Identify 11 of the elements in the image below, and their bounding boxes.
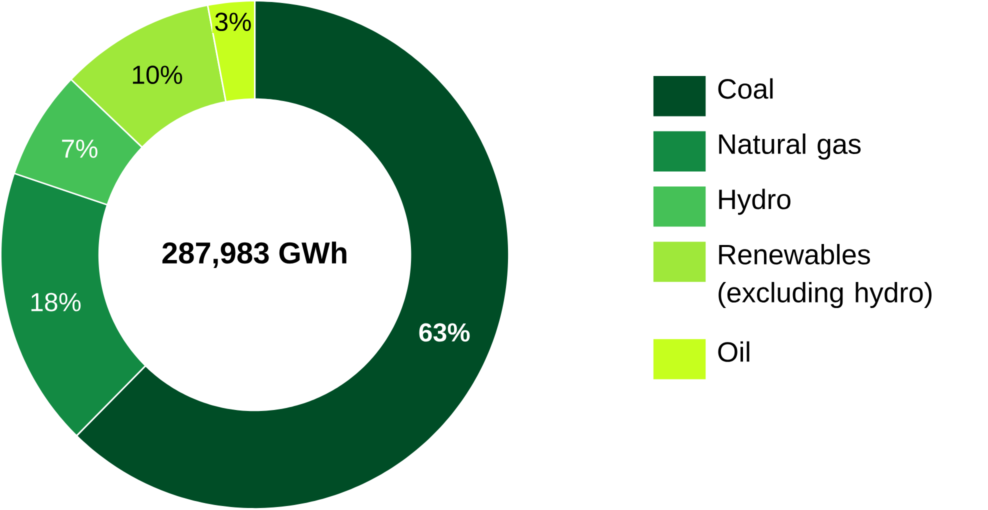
data-label: 10% [132,66,182,84]
data-label: 18% [31,293,81,312]
legend-label: Renewables (excluding hydro) [718,244,932,308]
legend-label: Natural gas [719,134,861,160]
legend-label: Hydro [719,188,790,216]
data-label: 63% [419,323,470,342]
data-label: 7% [62,140,98,158]
legend-label: Oil [718,342,750,362]
data-label: 3% [215,12,251,32]
text: 287,983 GWh [162,242,346,268]
legend-label: Coal [718,78,773,100]
